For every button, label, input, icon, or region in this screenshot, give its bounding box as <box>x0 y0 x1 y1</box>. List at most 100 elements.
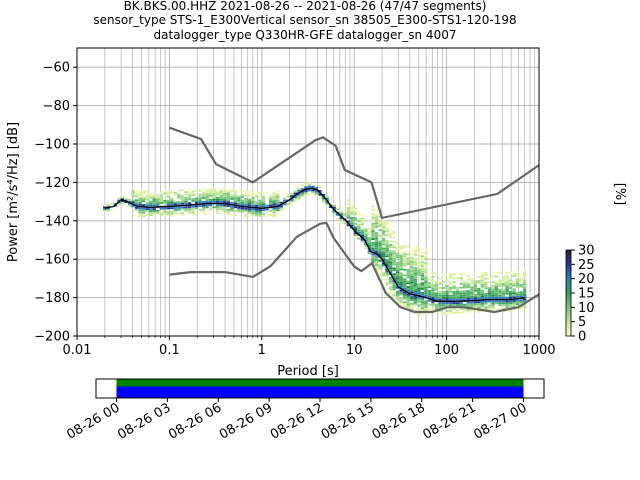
x-tick-label: 0.01 <box>63 343 92 358</box>
psd-cell <box>318 195 322 198</box>
psd-cell <box>473 282 477 285</box>
psd-cell <box>494 296 499 299</box>
psd-cell <box>406 303 410 306</box>
psd-cell <box>459 294 463 297</box>
psd-cell <box>103 210 107 213</box>
psd-cell <box>455 304 460 307</box>
psd-cell <box>484 302 488 305</box>
psd-cell <box>385 265 389 267</box>
psd-cell <box>417 270 421 272</box>
psd-cell <box>335 213 340 216</box>
psd-cell <box>484 295 488 297</box>
psd-cell <box>254 203 259 205</box>
psd-cell <box>385 251 389 254</box>
psd-cell <box>276 195 280 198</box>
psd-cell <box>353 219 358 221</box>
psd-cell <box>441 281 446 284</box>
psd-cell <box>145 213 149 216</box>
psd-cell <box>413 309 418 312</box>
psd-cell <box>424 290 428 293</box>
psd-cell <box>191 211 195 214</box>
psd-cell <box>385 261 389 264</box>
psd-cell <box>378 225 382 228</box>
psd-cell <box>346 210 350 213</box>
psd-cell <box>498 294 502 297</box>
psd-cell <box>364 235 368 238</box>
psd-cell <box>191 209 195 212</box>
psd-cell <box>494 300 499 303</box>
colorbar-tick-label: 20 <box>578 272 595 287</box>
psd-cell <box>431 302 435 305</box>
psd-cell <box>519 278 523 280</box>
psd-cell <box>283 207 287 210</box>
psd-cell <box>455 298 460 301</box>
psd-cell <box>223 206 227 209</box>
psd-cell <box>152 196 156 199</box>
colorbar-gradient <box>565 249 572 337</box>
psd-cell <box>251 208 255 211</box>
psd-cell <box>395 292 400 295</box>
psd-cell <box>399 291 403 294</box>
x-tick-label: 1 <box>258 343 266 358</box>
psd-cell <box>388 282 393 285</box>
psd-cell <box>318 190 322 192</box>
psd-cell <box>138 196 142 198</box>
psd-cell <box>240 199 245 202</box>
psd-cell <box>480 281 485 284</box>
psd-cell <box>131 195 135 198</box>
psd-cell <box>385 220 389 223</box>
psd-cell <box>187 188 192 191</box>
psd-cell <box>343 222 347 225</box>
psd-cell <box>353 222 358 225</box>
psd-cell <box>417 304 421 307</box>
psd-cell <box>385 247 389 250</box>
psd-cell <box>272 200 276 202</box>
psd-cell <box>180 212 185 215</box>
psd-cell <box>286 193 290 196</box>
psd-cell <box>395 298 400 301</box>
psd-cell <box>473 289 477 292</box>
psd-cell <box>318 193 322 196</box>
psd-cell <box>346 216 350 219</box>
psd-cell <box>438 304 442 307</box>
psd-cell <box>424 287 428 289</box>
psd-cell <box>410 270 414 273</box>
psd-cell <box>477 291 481 294</box>
psd-cell <box>138 199 142 202</box>
psd-cell <box>226 210 231 213</box>
psd-cell <box>148 204 153 207</box>
psd-cell <box>494 302 499 305</box>
psd-cell <box>233 214 238 216</box>
psd-cell <box>212 200 216 203</box>
psd-cell <box>491 306 495 309</box>
psd-cell <box>378 234 382 237</box>
psd-cell <box>424 258 428 261</box>
psd-cell <box>392 269 396 272</box>
psd-cell <box>463 311 467 314</box>
psd-cell <box>385 259 389 262</box>
psd-cell <box>491 294 495 297</box>
psd-cell <box>406 295 410 298</box>
psd-cell <box>491 289 495 291</box>
psd-cell <box>364 243 368 246</box>
psd-cell <box>410 306 414 309</box>
psd-cell <box>522 279 527 282</box>
psd-cell <box>522 275 527 278</box>
psd-cell <box>300 195 305 198</box>
psd-cell <box>353 226 358 229</box>
psd-cell <box>406 293 410 296</box>
psd-cell <box>420 307 425 310</box>
psd-cell <box>237 195 241 198</box>
psd-cell <box>177 203 181 205</box>
psd-cell <box>399 280 403 282</box>
psd-cell <box>406 263 410 265</box>
psd-cell <box>332 214 336 217</box>
psd-cell <box>477 303 481 305</box>
psd-cell <box>388 271 393 273</box>
psd-cell <box>406 288 410 290</box>
psd-cell <box>427 272 432 275</box>
psd-cell <box>318 186 322 189</box>
psd-cell <box>417 312 421 315</box>
psd-cell <box>194 190 199 192</box>
psd-cell <box>371 268 375 271</box>
